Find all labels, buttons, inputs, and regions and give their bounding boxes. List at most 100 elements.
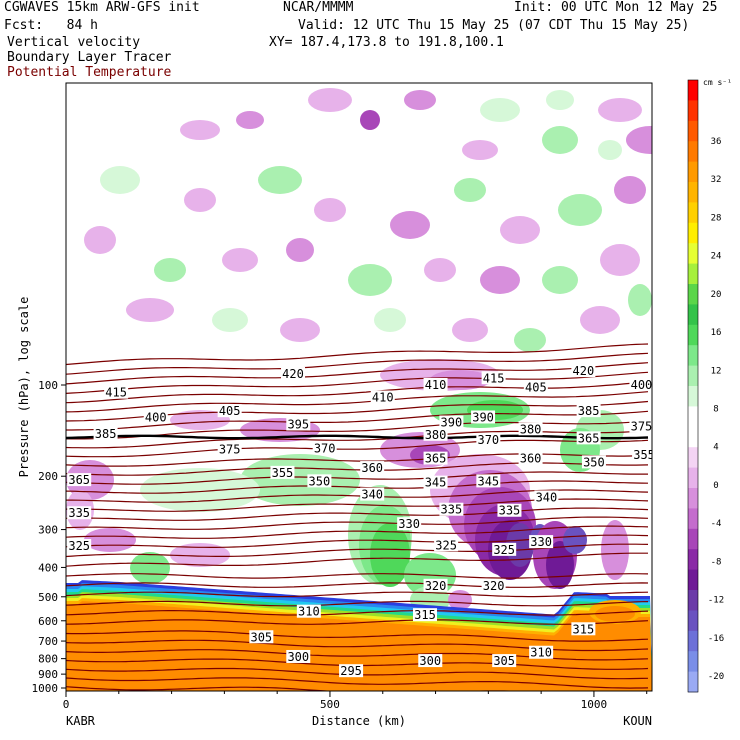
vv-shade-57	[506, 523, 534, 567]
colorbar-swatch-21	[688, 508, 698, 530]
colorbar-label-1: 32	[711, 175, 722, 185]
theta-label-31: 325	[492, 542, 517, 557]
vv-shade-14	[390, 211, 430, 239]
vv-shade-17	[558, 194, 602, 226]
vv-shade-6	[542, 126, 578, 154]
theta-label-52: 315	[571, 622, 596, 636]
svg-text:365: 365	[425, 452, 447, 466]
colorbar-label-10: -4	[711, 519, 722, 529]
svg-text:330: 330	[398, 517, 420, 531]
theta-contour-22	[66, 471, 648, 485]
svg-text:335: 335	[499, 504, 521, 518]
theta-label-49: 300	[418, 654, 443, 668]
theta-contour-25	[66, 439, 649, 458]
y-tick-label-9: 1000	[32, 682, 59, 695]
theta-contour-10	[66, 591, 649, 598]
svg-text:415: 415	[105, 386, 127, 400]
vv-shade-70	[170, 543, 230, 567]
theta-label-50: 305	[492, 654, 517, 668]
y-tick-label-5: 600	[38, 615, 58, 628]
valid-time: Valid: 12 UTC Thu 15 May 25 (07 CDT Thu …	[298, 18, 690, 33]
vv-shade-72	[601, 520, 629, 580]
vv-shade-48	[240, 454, 360, 506]
svg-text:420: 420	[573, 364, 595, 378]
theta-label-29: 345	[476, 474, 501, 488]
vv-shade-18	[598, 140, 622, 160]
colorbar-swatch-3	[688, 141, 698, 162]
theta-label-43: 355	[632, 447, 655, 462]
colorbar-swatch-29	[688, 671, 698, 693]
svg-text:315: 315	[573, 622, 595, 636]
init-time: Init: 00 UTC Mon 12 May 25	[514, 0, 718, 15]
theta-label-1: 335	[67, 506, 92, 520]
colorbar-swatch-2	[688, 120, 698, 142]
theta-contour-33	[66, 362, 649, 385]
theta-contour-7	[66, 619, 649, 625]
svg-text:340: 340	[361, 488, 383, 502]
vv-shade-22	[286, 238, 314, 262]
vv-shade-27	[600, 244, 640, 276]
theta-label-35: 340	[534, 490, 559, 504]
theta-label-14: 340	[360, 487, 385, 502]
vv-shade-10	[100, 166, 140, 194]
bl-tracer-bulge-core	[595, 606, 635, 622]
svg-text:375: 375	[219, 442, 241, 456]
plot-frame	[65, 82, 653, 692]
svg-text:345: 345	[477, 474, 499, 488]
vv-shade-13	[314, 198, 346, 222]
theta-label-19: 345	[423, 475, 448, 490]
theta-contour-9	[66, 600, 649, 607]
theta-label-12: 370	[312, 441, 337, 455]
vv-shade-64	[370, 523, 410, 587]
vv-shade-31	[374, 308, 406, 332]
colorbar-label-9: 0	[713, 481, 718, 491]
colorbar-swatch-27	[688, 630, 698, 652]
colorbar-frame	[687, 79, 699, 693]
vv-shade-3	[360, 110, 380, 130]
vv-shade-19	[84, 226, 116, 254]
theta-label-24: 410	[423, 378, 448, 392]
theta-contour-17	[66, 516, 649, 530]
theta-label-2: 325	[67, 539, 92, 553]
svg-text:365: 365	[578, 431, 600, 445]
theta-label-42: 375	[629, 419, 652, 433]
theta-contour-20	[66, 489, 649, 503]
theta-label-16: 380	[423, 427, 448, 442]
theta-label-27: 390	[471, 410, 496, 424]
svg-text:410: 410	[425, 378, 447, 392]
svg-text:370: 370	[477, 433, 499, 447]
svg-text:405: 405	[525, 381, 547, 395]
theta-label-7: 420	[281, 367, 306, 381]
theta-contour-16	[66, 525, 649, 539]
vv-shade-20	[154, 258, 186, 282]
vv-shade-15	[454, 178, 486, 202]
svg-text:310: 310	[530, 646, 552, 660]
vv-shade-16	[500, 216, 540, 244]
theta-contour-8	[66, 610, 649, 616]
theta-label-48: 295	[339, 664, 364, 678]
svg-text:415: 415	[483, 371, 505, 385]
model-title: CGWAVES 15km ARW-GFS init	[4, 0, 200, 15]
vv-shade-23	[348, 264, 392, 296]
colorbar-swatch-19	[688, 467, 698, 489]
theta-contour-28	[66, 410, 649, 431]
theta-label-21: 330	[397, 517, 422, 531]
theta-label-4: 385	[93, 426, 118, 441]
plot-area: 365 335 325 415 385 400 405 420 395 375 355 350 370 3…	[66, 88, 655, 691]
vv-shade-26	[542, 266, 578, 294]
svg-text:355: 355	[633, 448, 655, 462]
theta-contour-34	[66, 352, 649, 375]
theta-label-36: 330	[529, 535, 554, 549]
svg-text:420: 420	[282, 367, 304, 381]
svg-text:335: 335	[441, 503, 463, 517]
colorbar-unit: cm s⁻¹	[703, 78, 732, 87]
colorbar-swatch-12	[688, 324, 698, 346]
theta-label-38: 385	[576, 404, 601, 418]
y-axis-title: Pressure (hPa), log scale	[17, 297, 31, 478]
colorbar-swatch-18	[688, 447, 698, 468]
colorbar-swatch-28	[688, 651, 698, 672]
theta-contour-11	[66, 582, 649, 588]
vv-shade-25	[480, 266, 520, 294]
y-tick-label-2: 300	[38, 524, 58, 537]
